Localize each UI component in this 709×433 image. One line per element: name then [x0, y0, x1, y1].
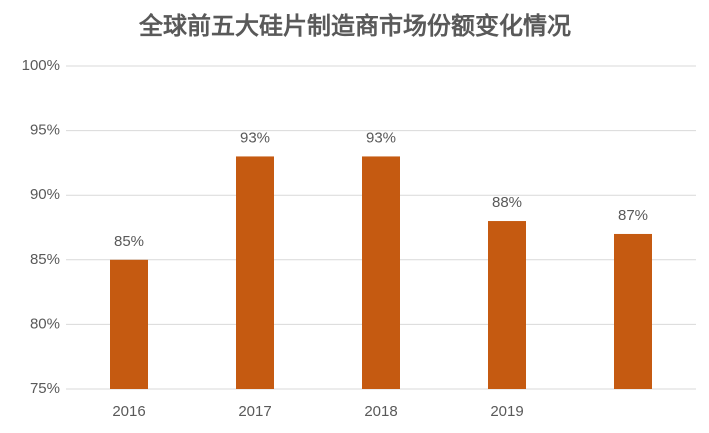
y-tick-label: 100% [22, 57, 60, 74]
data-label: 93% [366, 129, 396, 146]
data-label: 93% [240, 129, 270, 146]
x-tick-label: 2019 [490, 403, 523, 420]
y-tick-label: 80% [30, 315, 60, 332]
x-tick-label: 2017 [238, 403, 271, 420]
y-tick-label: 95% [30, 122, 60, 139]
data-label: 87% [618, 207, 648, 224]
x-tick-label: 2016 [112, 403, 145, 420]
bar [110, 259, 148, 389]
x-tick-label: 2018 [364, 403, 397, 420]
bar [614, 233, 652, 389]
y-tick-label: 75% [30, 380, 60, 397]
chart-title: 全球前五大硅片制造商市场份额变化情况 [138, 12, 571, 40]
bar [488, 221, 526, 389]
bar [236, 156, 274, 389]
data-label: 85% [114, 233, 144, 250]
y-tick-label: 85% [30, 251, 60, 268]
bar [362, 156, 400, 389]
data-label: 88% [492, 194, 522, 211]
y-tick-label: 90% [30, 186, 60, 203]
